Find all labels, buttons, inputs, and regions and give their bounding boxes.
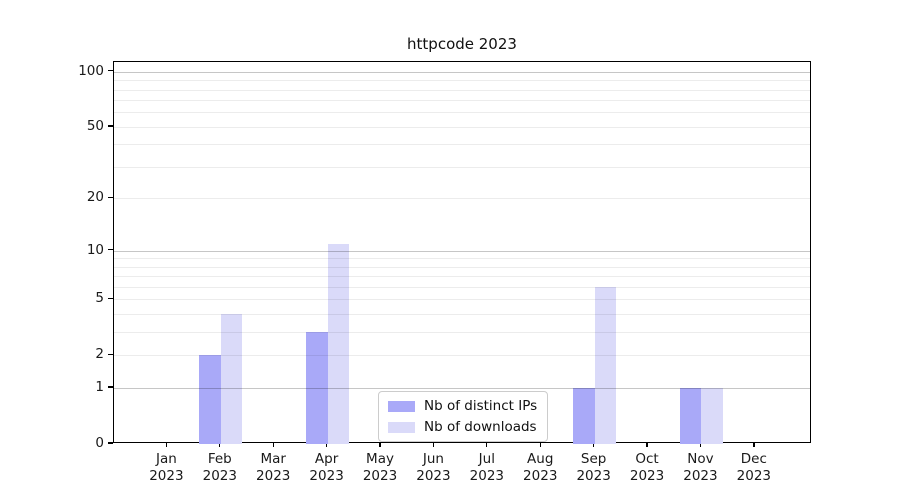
gridline-7 bbox=[114, 276, 810, 278]
bar-distinct-ips-apr bbox=[306, 332, 328, 444]
y-tick-label-1: 1 bbox=[95, 379, 104, 396]
gridline-90 bbox=[114, 80, 810, 82]
grid-layer bbox=[114, 62, 810, 442]
x-tick-mark-dec bbox=[753, 443, 755, 447]
x-tick-mark-mar bbox=[272, 443, 274, 447]
legend-label-downloads: Nb of downloads bbox=[424, 419, 537, 435]
y-tick-label-20: 20 bbox=[86, 189, 104, 206]
bars-layer bbox=[114, 62, 810, 444]
legend: Nb of distinct IPs Nb of downloads bbox=[378, 391, 549, 442]
bar-downloads-sep bbox=[594, 287, 617, 444]
y-tick-label-2: 2 bbox=[95, 346, 104, 363]
x-tick-label-mar: Mar 2023 bbox=[256, 451, 291, 484]
gridline-3 bbox=[114, 332, 810, 334]
x-tick-mark-nov bbox=[699, 443, 702, 447]
gridline-50 bbox=[114, 126, 810, 128]
x-tick-mark-apr bbox=[325, 443, 328, 447]
x-tick-mark-oct bbox=[646, 443, 648, 447]
x-tick-mark-jul bbox=[486, 443, 488, 447]
y-tick-mark-100 bbox=[108, 70, 113, 72]
x-tick-label-jul: Jul 2023 bbox=[469, 451, 504, 484]
x-tick-mark-jun bbox=[432, 443, 435, 447]
gridline-30 bbox=[114, 167, 810, 169]
y-tick-label-5: 5 bbox=[95, 290, 104, 307]
x-tick-label-oct: Oct 2023 bbox=[629, 451, 665, 484]
x-tick-mark-may bbox=[379, 443, 381, 447]
y-tick-label-100: 100 bbox=[78, 62, 104, 79]
gridline-1 bbox=[114, 388, 810, 390]
x-tick-mark-aug bbox=[539, 443, 541, 447]
gridline-10 bbox=[114, 250, 810, 252]
y-tick-mark-20 bbox=[108, 196, 113, 199]
gridline-20 bbox=[114, 198, 810, 200]
x-tick-label-sep: Sep 2023 bbox=[576, 451, 611, 484]
legend-swatch-downloads bbox=[388, 421, 415, 433]
x-tick-label-jun: Jun 2023 bbox=[416, 451, 451, 484]
legend-item-downloads: Nb of downloads bbox=[388, 418, 537, 436]
gridline-2 bbox=[114, 355, 810, 357]
legend-label-distinct-ips: Nb of distinct IPs bbox=[424, 398, 538, 414]
gridline-40 bbox=[114, 144, 810, 146]
x-tick-label-jan: Jan 2023 bbox=[149, 451, 184, 484]
x-tick-mark-jan bbox=[165, 443, 168, 447]
y-tick-label-50: 50 bbox=[86, 117, 104, 134]
x-tick-label-feb: Feb 2023 bbox=[202, 451, 237, 484]
x-tick-label-dec: Dec 2023 bbox=[736, 451, 772, 484]
bar-downloads-nov bbox=[701, 388, 724, 444]
y-tick-mark-1 bbox=[108, 386, 113, 388]
bar-downloads-feb bbox=[220, 314, 243, 444]
x-tick-mark-sep bbox=[592, 443, 595, 447]
gridline-5 bbox=[114, 299, 810, 301]
gridline-8 bbox=[114, 266, 810, 268]
gridline-100 bbox=[114, 71, 810, 73]
gridline-80 bbox=[114, 89, 810, 91]
y-tick-mark-10 bbox=[108, 248, 113, 251]
x-tick-label-apr: Apr 2023 bbox=[309, 451, 344, 484]
x-tick-mark-feb bbox=[219, 443, 221, 447]
chart-title: httpcode 2023 bbox=[407, 35, 517, 53]
gridline-70 bbox=[114, 100, 810, 102]
x-tick-label-aug: Aug 2023 bbox=[523, 451, 558, 484]
y-tick-label-0: 0 bbox=[95, 435, 104, 451]
gridline-9 bbox=[114, 258, 810, 260]
y-tick-label-10: 10 bbox=[86, 241, 104, 258]
y-tick-mark-50 bbox=[108, 125, 113, 127]
legend-swatch-distinct-ips bbox=[388, 400, 415, 412]
bar-distinct-ips-nov bbox=[679, 388, 702, 444]
bar-downloads-apr bbox=[327, 243, 350, 444]
gridline-6 bbox=[114, 287, 810, 289]
y-tick-mark-5 bbox=[108, 297, 113, 300]
y-tick-mark-2 bbox=[108, 353, 113, 356]
legend-item-distinct-ips: Nb of distinct IPs bbox=[388, 397, 537, 415]
bar-distinct-ips-feb bbox=[199, 355, 221, 444]
x-tick-label-nov: Nov 2023 bbox=[683, 451, 718, 484]
bar-distinct-ips-sep bbox=[573, 388, 595, 444]
y-tick-mark-0 bbox=[108, 442, 113, 444]
x-tick-label-may: May 2023 bbox=[362, 451, 398, 484]
gridline-60 bbox=[114, 112, 810, 114]
gridline-4 bbox=[114, 314, 810, 316]
plot-area bbox=[113, 61, 811, 444]
